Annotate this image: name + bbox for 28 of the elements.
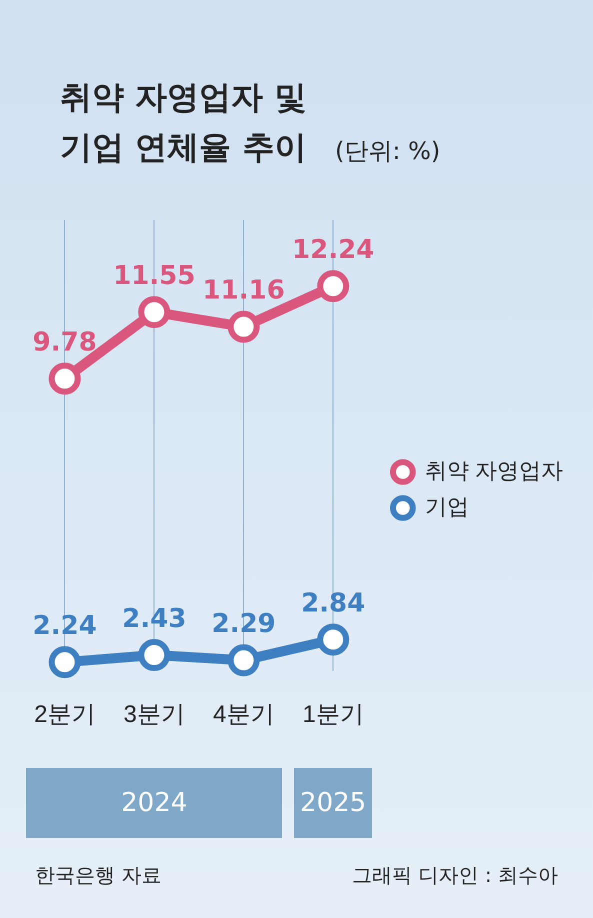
data-label: 2.29: [212, 609, 276, 640]
point: [228, 310, 260, 343]
x-tick-label: 4분기: [213, 701, 274, 728]
data-label: 9.78: [32, 327, 97, 358]
data-label: 11.55: [113, 260, 196, 291]
x-tick-label: 1분기: [302, 701, 364, 728]
point: [138, 639, 170, 672]
point: [48, 362, 81, 395]
point: [317, 270, 350, 302]
text: 그래픽 디자인 : 최수아: [352, 862, 558, 889]
data-label: 2.24: [32, 610, 97, 641]
x-tick-label: 3분기: [124, 701, 185, 728]
x-tick-label: 2분기: [34, 701, 96, 728]
legend-label: 취약 자영업자: [424, 458, 564, 484]
data-label: 11.16: [202, 276, 285, 306]
point: [317, 624, 350, 656]
text: 2025: [294, 768, 372, 838]
legend-label: 기업: [424, 494, 469, 520]
data-label: 12.24: [292, 234, 374, 265]
point: [228, 644, 260, 676]
text: 2024: [26, 768, 282, 838]
text: 한국은행 자료: [35, 862, 162, 889]
data-label: 2.84: [301, 588, 366, 618]
text: (단위: %): [335, 136, 440, 167]
chart-title: 취약 자영업자 및 기업 연체율 추이: [60, 77, 306, 168]
data-label: 2.43: [122, 604, 186, 634]
point: [48, 646, 81, 678]
point: [138, 296, 170, 328]
